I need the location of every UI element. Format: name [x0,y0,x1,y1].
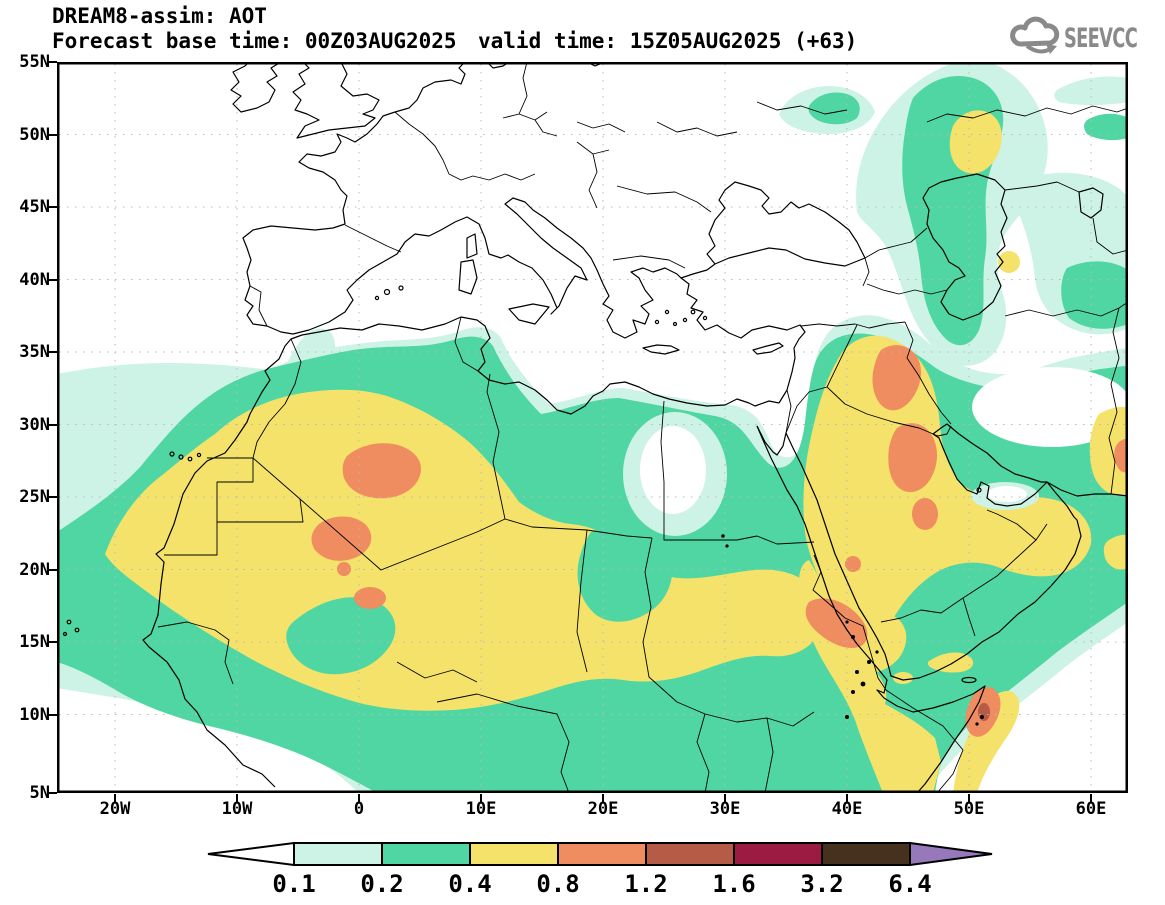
lon-axis-label: 20E [587,799,619,819]
colorbar-label: 3.2 [800,870,843,898]
contour-hole-egypt-white [640,426,706,514]
map-frame [57,62,1128,793]
lon-axis-label: 40E [831,799,863,819]
lat-tick [48,351,57,353]
lat-axis-label: 40N [19,269,50,290]
contour-band-0.2-intrusions [286,525,673,675]
lat-axis-label: 10N [19,704,50,725]
colorbar-label: 1.2 [624,870,667,898]
lat-tick [48,133,57,136]
lon-axis-label: 0 [353,799,365,819]
lat-tick [48,792,57,794]
lat-axis-label: 35N [19,342,50,362]
lat-tick [48,713,57,716]
lat-tick [48,206,57,208]
gulf-white-patch [987,486,1027,502]
cloud-icon [1010,16,1060,54]
forecast-base-time: Forecast base time: 00Z03AUG2025 [52,29,457,53]
lon-axis-label: 10E [465,799,497,819]
lon-tick [724,794,726,802]
colorbar-underflow-arrow [207,841,295,867]
lon-tick [1090,794,1092,802]
lat-tick [48,278,57,281]
colorbar-legend: 0.1 0.2 0.4 0.8 1.2 1.6 3.2 6.4 [207,841,993,898]
lat-axis-label: 45N [19,197,50,217]
lon-tick [480,794,482,802]
lat-axis-label: 50N [19,124,50,145]
lon-axis-label: 50E [953,799,985,819]
colorbar-label: 0.4 [448,870,491,898]
lat-tick [48,496,57,498]
colorbar-label: 1.6 [712,870,755,898]
lon-tick [236,794,238,802]
colorbar-segments [207,841,993,867]
valid-time: valid time: 15Z05AUG2025 (+63) [478,29,858,53]
lon-tick [114,794,116,802]
country-borders [157,62,1128,793]
seevccc-logo: SEEVCCC [1010,16,1138,54]
coastlines [62,62,1128,793]
colorbar-overflow-arrow [909,841,993,867]
aot-contour-map [57,62,1128,793]
lon-tick [968,794,970,802]
colorbar-label: 0.1 [272,870,315,898]
lon-axis-label: 60E [1075,799,1107,819]
lat-tick [48,568,57,571]
lon-axis-label: 20W [99,799,131,819]
lat-axis-label: 5N [29,783,50,803]
lon-axis-label: 30E [709,799,741,819]
logo-text: SEEVCCC [1064,23,1138,54]
lat-axis-label: 30N [19,414,50,435]
lon-tick [602,794,604,802]
lon-axis-label: 10W [221,799,253,819]
colorbar-label: 0.8 [536,870,579,898]
lon-tick [358,794,360,802]
lat-axis-label: 25N [19,487,50,507]
page-title: DREAM8-assim: AOT [52,4,267,28]
lat-tick [48,641,57,643]
contour-hole-iran-white [972,367,1128,447]
lat-axis-label: 55N [19,52,50,72]
lat-tick [48,61,57,63]
terrain-specks [721,534,984,726]
colorbar-labels: 0.1 0.2 0.4 0.8 1.2 1.6 3.2 6.4 [272,870,931,898]
colorbar-label: 6.4 [888,870,931,898]
lat-axis-label: 20N [19,559,50,580]
lat-tick [48,423,57,426]
contour-band-1.2-somalia [978,703,990,721]
contour-band-0.4 [105,110,1128,793]
colorbar-label: 0.2 [360,870,403,898]
lat-axis-label: 15N [19,632,50,652]
lon-tick [846,794,848,802]
